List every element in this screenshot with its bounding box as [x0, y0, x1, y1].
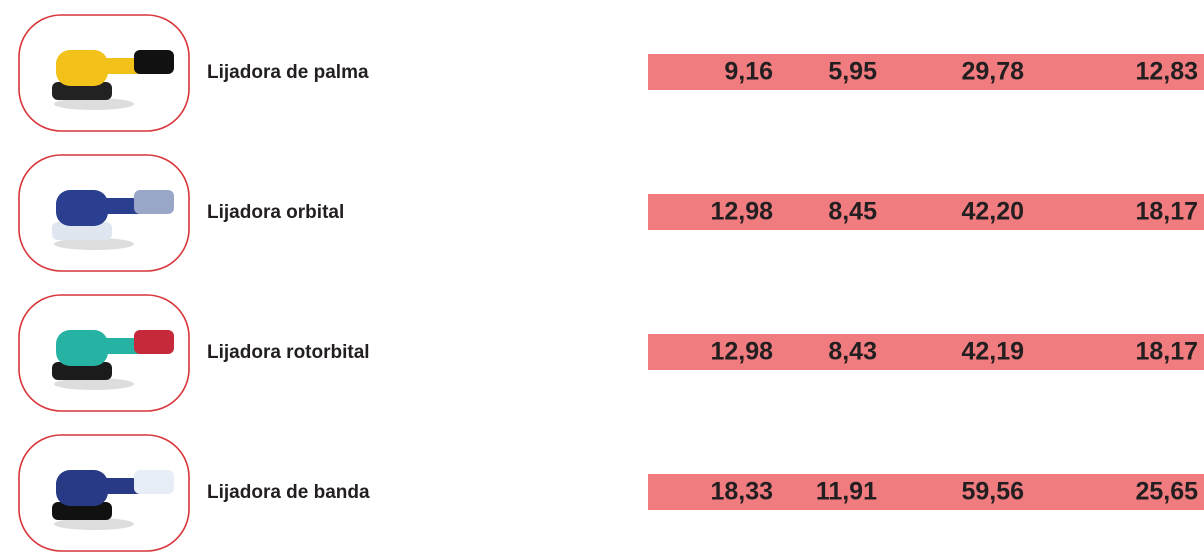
- product-label: Lijadora rotorbital: [207, 342, 370, 363]
- value-band: [648, 334, 1204, 370]
- price-value: 12,83: [1135, 58, 1198, 86]
- image-base: [52, 222, 112, 240]
- price-value: 5,95: [828, 58, 877, 86]
- price-value: 11,91: [816, 478, 877, 506]
- price-value: 12,98: [710, 198, 773, 226]
- price-value: 18,33: [710, 478, 773, 506]
- price-value: 59,56: [961, 478, 1024, 506]
- product-row: Lijadora orbital 12,98 8,45 42,20 18,17: [18, 154, 1204, 272]
- image-body: [56, 330, 108, 366]
- image-base: [52, 362, 112, 380]
- value-band: [648, 194, 1204, 230]
- product-row: Lijadora rotorbital 12,98 8,43 42,19 18,17: [18, 294, 1204, 412]
- price-value: 12,98: [710, 338, 773, 366]
- product-label: Lijadora orbital: [207, 202, 344, 223]
- product-row: Lijadora de banda 18,33 11,91 59,56 25,65: [18, 434, 1204, 552]
- image-shadow: [54, 98, 134, 110]
- price-value: 18,17: [1135, 198, 1198, 226]
- image-body: [56, 190, 108, 226]
- image-shadow: [54, 238, 134, 250]
- price-value: 9,16: [724, 58, 773, 86]
- value-band: [648, 54, 1204, 90]
- image-bag: [134, 190, 174, 214]
- image-shadow: [54, 378, 134, 390]
- value-band: [648, 474, 1204, 510]
- image-base: [52, 82, 112, 100]
- product-row: Lijadora de palma 9,16 5,95 29,78 12,83: [18, 14, 1204, 132]
- price-value: 29,78: [961, 58, 1024, 86]
- image-bag: [134, 330, 174, 354]
- price-value: 8,45: [828, 198, 877, 226]
- image-shadow: [54, 518, 134, 530]
- product-image: [52, 190, 174, 250]
- product-image: [52, 50, 174, 110]
- image-base: [52, 502, 112, 520]
- price-value: 8,43: [828, 338, 877, 366]
- price-value: 18,17: [1135, 338, 1198, 366]
- image-bag: [134, 50, 174, 74]
- product-label: Lijadora de palma: [207, 62, 369, 83]
- product-label: Lijadora de banda: [207, 482, 370, 503]
- price-value: 42,20: [961, 198, 1024, 226]
- image-body: [56, 470, 108, 506]
- image-body: [56, 50, 108, 86]
- product-image: [52, 470, 174, 530]
- image-bag: [134, 470, 174, 494]
- price-value: 42,19: [961, 338, 1024, 366]
- price-value: 25,65: [1135, 478, 1198, 506]
- product-image: [52, 330, 174, 390]
